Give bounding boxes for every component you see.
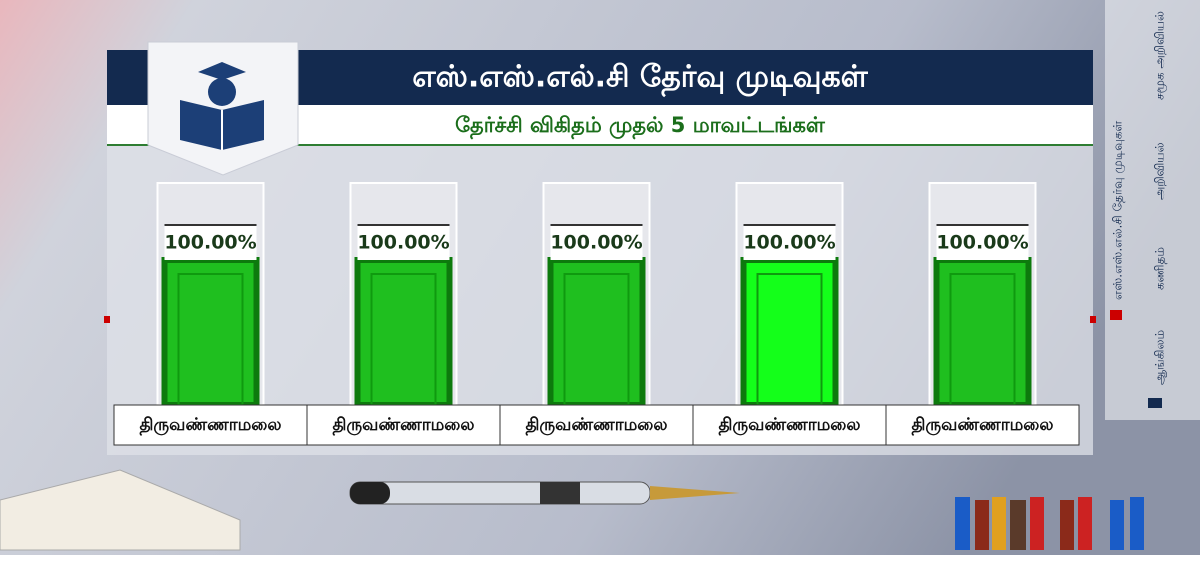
value-label-box bbox=[936, 225, 1029, 260]
books bbox=[0, 469, 1144, 551]
x-tick-label: திருவண்ணாமலை bbox=[912, 415, 1054, 435]
chart-title: எஸ்.எஸ்.எல்.சி தேர்வு முடிவுகள் bbox=[412, 60, 868, 98]
value-label-box bbox=[164, 225, 257, 260]
value-label: 100.00% bbox=[743, 232, 835, 254]
x-tick-label: திருவண்ணாமலை bbox=[719, 415, 861, 435]
footer-strip bbox=[0, 555, 1200, 581]
side-menu-item[interactable]: கணிதம் bbox=[1153, 247, 1167, 290]
side-menu-item[interactable]: சமூக அறிவியல் bbox=[1153, 11, 1168, 100]
side-menu-item[interactable]: ஆங்கிலம் bbox=[1153, 330, 1167, 385]
x-tick-label: திருவண்ணாமலை bbox=[333, 415, 475, 435]
category-box bbox=[113, 404, 308, 446]
logo bbox=[180, 62, 264, 150]
category-box bbox=[885, 404, 1080, 446]
marker bbox=[104, 316, 110, 323]
category-box bbox=[499, 404, 694, 446]
marker bbox=[1090, 316, 1096, 323]
pen bbox=[349, 481, 740, 505]
value-label-box bbox=[550, 225, 643, 260]
value-label: 100.00% bbox=[357, 232, 449, 254]
x-tick-label: திருவண்ணாமலை bbox=[526, 415, 668, 435]
x-tick-label: திருவண்ணாமலை bbox=[140, 415, 282, 435]
side-menu-item[interactable]: எஸ்.எஸ்.எல்.சி தேர்வு முடிவுகள் bbox=[1111, 121, 1126, 300]
category-box bbox=[306, 404, 501, 446]
value-label-box bbox=[743, 225, 836, 260]
value-label-box bbox=[357, 225, 450, 260]
side-menu-item[interactable]: அறிவியல் bbox=[1153, 142, 1167, 200]
marker bbox=[1148, 398, 1162, 408]
side-menu bbox=[1105, 0, 1200, 420]
marker bbox=[1110, 310, 1122, 320]
logo-badge bbox=[147, 41, 299, 176]
value-label: 100.00% bbox=[550, 232, 642, 254]
chart-subtitle: தேர்ச்சி விகிதம் முதல் 5 மாவட்டங்கள் bbox=[455, 113, 826, 140]
value-label: 100.00% bbox=[164, 232, 256, 254]
value-label: 100.00% bbox=[936, 232, 1028, 254]
